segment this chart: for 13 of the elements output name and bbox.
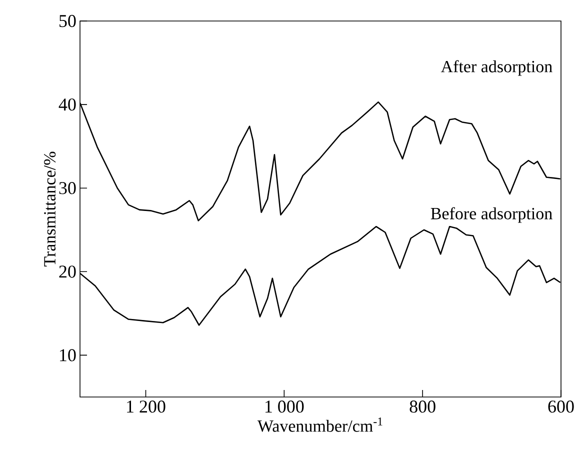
y-axis-title: Transmittance/% [44,152,56,266]
x-axis-title: Wavenumber/cm$^{-1}$ [257,418,382,432]
x-tick-label: 600 [548,400,574,413]
y-tick-label: 50 [60,14,76,28]
text: After adsorption [440,60,552,76]
y-tick-label: 30 [59,182,76,194]
x-tick-label: 1 000 [266,400,304,413]
x-tick-label: 1 200 [127,400,166,413]
y-tick-label: 10 [60,349,76,362]
x-tick-label: 800 [410,400,436,413]
series-label: Before adsorption [430,207,552,223]
y-tick-label: 40 [58,98,76,111]
y-tick-label: 20 [59,266,76,278]
